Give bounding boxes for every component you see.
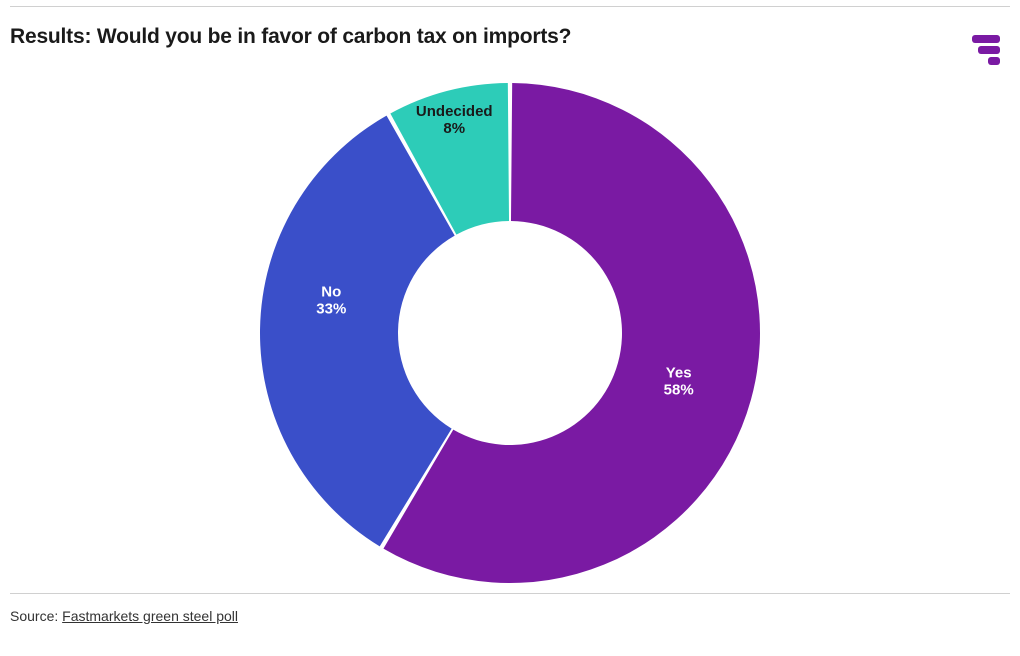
brand-logo	[972, 35, 1004, 73]
header: Results: Would you be in favor of carbon…	[10, 7, 1010, 73]
slice-percentage: 33%	[316, 301, 346, 318]
chart-title: Results: Would you be in favor of carbon…	[10, 25, 571, 49]
logo-bar	[978, 46, 1000, 54]
slice-label: Undecided	[416, 103, 493, 120]
slice-label: Yes	[666, 365, 692, 382]
slice-percentage: 58%	[664, 382, 694, 399]
source-link[interactable]: Fastmarkets green steel poll	[62, 608, 238, 624]
slice-percentage: 8%	[443, 120, 465, 137]
donut-chart: Yes58% No33% Undecided8%	[10, 73, 1010, 593]
source-line: Source: Fastmarkets green steel poll	[10, 594, 1010, 624]
logo-bar	[972, 35, 1000, 43]
logo-bar	[988, 57, 1000, 65]
slice-label: No	[321, 284, 341, 301]
source-prefix: Source:	[10, 608, 62, 624]
